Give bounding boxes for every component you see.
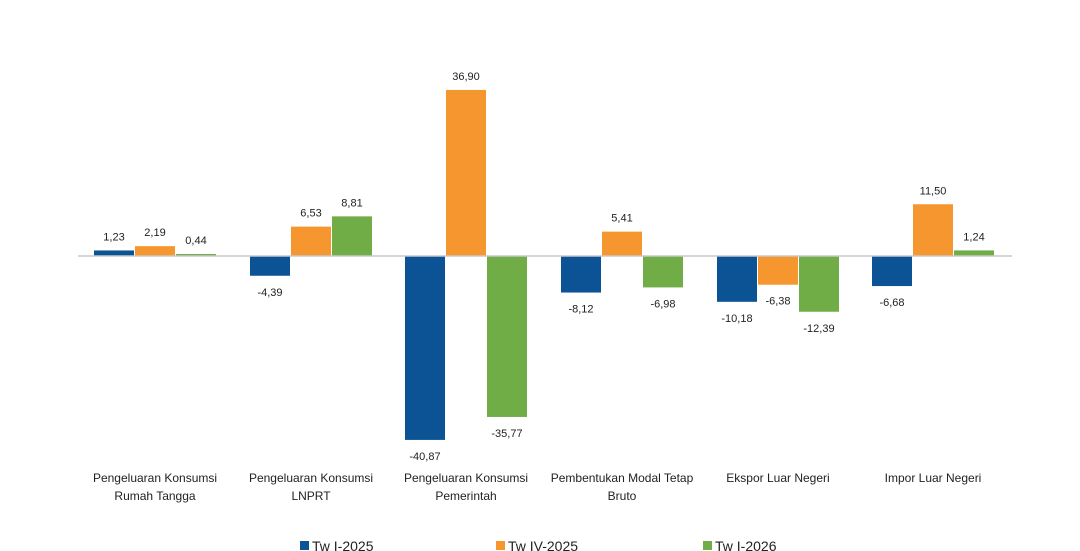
data-label: 6,53 (300, 208, 321, 220)
category-label: Ekspor Luar Negeri (726, 471, 829, 485)
bars-layer (94, 89, 994, 440)
bar-1-4 (561, 256, 601, 293)
bar-3-2 (332, 216, 372, 256)
data-label: 11,50 (920, 185, 947, 197)
legend-label: Tw IV-2025 (508, 538, 578, 551)
category-label: LNPRT (291, 489, 331, 503)
bar-1-6 (872, 256, 912, 287)
data-labels-layer: 1,23 -4,39 -40,87 -8,12 -10,18 -6,68 2,19 6,53 3… (103, 71, 984, 463)
data-label: 36,90 (452, 71, 480, 83)
category-label: Pengeluaran Konsumsi (93, 471, 217, 485)
bar-1-5 (717, 256, 757, 302)
category-label: Impor Luar Negeri (885, 471, 982, 485)
bar-2-4 (602, 231, 642, 256)
category-label: Pengeluaran Konsumsi (404, 471, 528, 485)
data-label: -6,38 (765, 296, 790, 308)
legend-swatch (300, 541, 309, 550)
data-label: -8,12 (568, 304, 593, 316)
bar-3-1 (176, 254, 216, 256)
bar-1-2 (250, 256, 290, 276)
bar-2-1 (135, 246, 175, 256)
legend-label: Tw I-2025 (312, 538, 374, 551)
data-label: -4,39 (257, 287, 282, 299)
bar-2-5 (758, 256, 798, 285)
data-label: 1,23 (103, 231, 124, 243)
data-label: 1,24 (963, 231, 984, 243)
legend-swatch (703, 541, 712, 550)
category-label: Pembentukan Modal Tetap (551, 471, 694, 485)
data-label: -12,39 (803, 323, 834, 335)
data-label: 0,44 (185, 235, 206, 247)
category-labels-layer: Pengeluaran Konsumsi Rumah Tangga Pengelua… (93, 471, 981, 503)
bar-3-4 (643, 256, 683, 288)
bar-1-1 (94, 250, 134, 256)
data-label: -40,87 (409, 451, 440, 463)
data-label: 8,81 (341, 197, 362, 209)
data-label: -6,98 (650, 298, 675, 310)
bar-3-6 (954, 250, 994, 256)
category-label: Pengeluaran Konsumsi (249, 471, 373, 485)
data-label: -35,77 (491, 428, 522, 440)
bar-3-3 (487, 256, 527, 417)
category-label: Bruto (608, 489, 637, 503)
bar-3-5 (799, 256, 839, 312)
bar-2-3 (446, 89, 486, 256)
category-label: Rumah Tangga (114, 489, 195, 503)
legend: Tw I-2025 Tw IV-2025 Tw I-2026 (300, 538, 777, 551)
category-label: Pemerintah (435, 489, 496, 503)
data-label: 2,19 (144, 227, 165, 239)
data-label: -6,68 (879, 297, 904, 309)
bar-2-2 (291, 226, 331, 256)
bar-2-6 (913, 204, 953, 256)
data-label: 5,41 (611, 213, 632, 225)
bar-1-3 (405, 256, 445, 440)
data-label: -10,18 (721, 313, 752, 325)
legend-label: Tw I-2026 (715, 538, 777, 551)
legend-swatch (496, 541, 505, 550)
